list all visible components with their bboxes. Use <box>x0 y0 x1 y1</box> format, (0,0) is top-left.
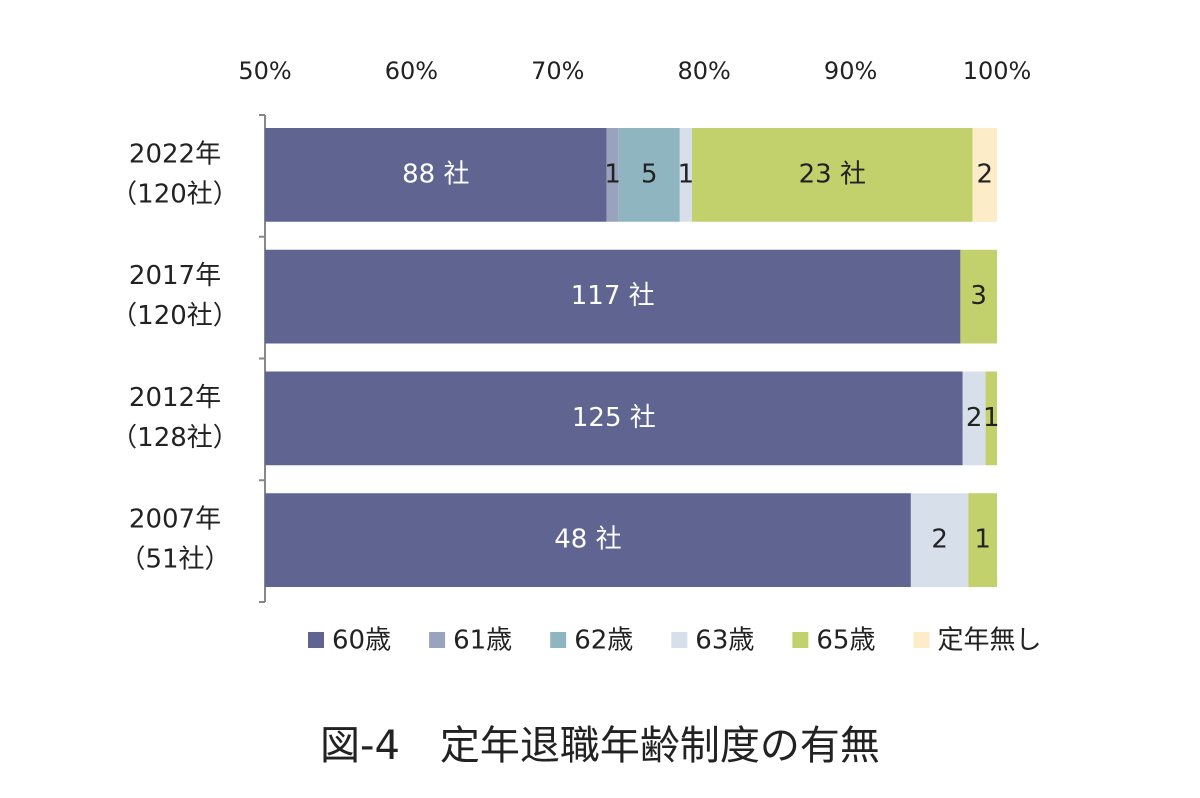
data-label: 88 社 <box>402 159 469 189</box>
y-tick-label: 2017年 <box>129 261 221 291</box>
data-label: 2 <box>977 159 994 189</box>
legend-swatch <box>671 632 688 648</box>
data-label: 1 <box>974 525 991 555</box>
data-label: 1 <box>983 403 1000 433</box>
bar-segment <box>265 493 911 587</box>
y-tick-sublabel: （120社） <box>111 301 239 331</box>
bar-segment <box>265 128 607 222</box>
legend-swatch <box>792 632 809 648</box>
legend-label: 61歳 <box>453 626 512 656</box>
bar-segment <box>692 128 973 222</box>
bar-segment <box>972 128 997 222</box>
data-label: 5 <box>641 159 658 189</box>
data-label: 2 <box>966 403 983 433</box>
y-tick-sublabel: （120社） <box>111 179 239 209</box>
legend-swatch <box>550 632 567 648</box>
x-tick-label: 60% <box>385 57 438 85</box>
y-tick-sublabel: （128社） <box>111 423 239 453</box>
bar-segment <box>679 128 692 222</box>
y-tick-label: 2012年 <box>129 383 221 413</box>
x-tick-label: 90% <box>824 57 877 85</box>
legend-label: 定年無し <box>937 626 1041 656</box>
y-tick-label: 2022年 <box>129 139 221 169</box>
y-tick-sublabel: （51社） <box>119 545 230 575</box>
y-tick-label: 2007年 <box>129 505 221 535</box>
plot-area <box>265 128 997 587</box>
bar-segment <box>618 128 680 222</box>
data-label: 48 社 <box>554 525 621 555</box>
x-tick-label: 50% <box>238 57 291 85</box>
legend-swatch <box>429 632 446 648</box>
legend-label: 62歳 <box>574 626 633 656</box>
legend-label: 60歳 <box>332 626 391 656</box>
legend-label: 65歳 <box>816 626 875 656</box>
caption: 図-4 定年退職年齢制度の有無 <box>320 723 880 769</box>
legend-label: 63歳 <box>695 626 754 656</box>
data-label: 23 社 <box>799 159 866 189</box>
legend-swatch <box>913 632 930 648</box>
x-tick-label: 100% <box>963 57 1032 85</box>
data-label: 1 <box>678 159 695 189</box>
x-tick-label: 70% <box>531 57 584 85</box>
bar-segment <box>606 128 619 222</box>
data-label: 2 <box>931 525 948 555</box>
bar-segment <box>968 493 997 587</box>
bar-segment <box>265 249 961 344</box>
x-tick-label: 80% <box>678 57 731 85</box>
data-label: 1 <box>604 159 621 189</box>
legend-swatch <box>308 632 324 648</box>
data-label: 117 社 <box>571 281 655 311</box>
data-label: 125 社 <box>572 403 656 433</box>
bar-segment <box>960 249 997 344</box>
bar-segment <box>910 493 969 587</box>
bar-segment <box>985 371 997 466</box>
bar-segment <box>265 371 963 466</box>
data-label: 3 <box>970 281 987 311</box>
bar-segment <box>962 371 986 466</box>
